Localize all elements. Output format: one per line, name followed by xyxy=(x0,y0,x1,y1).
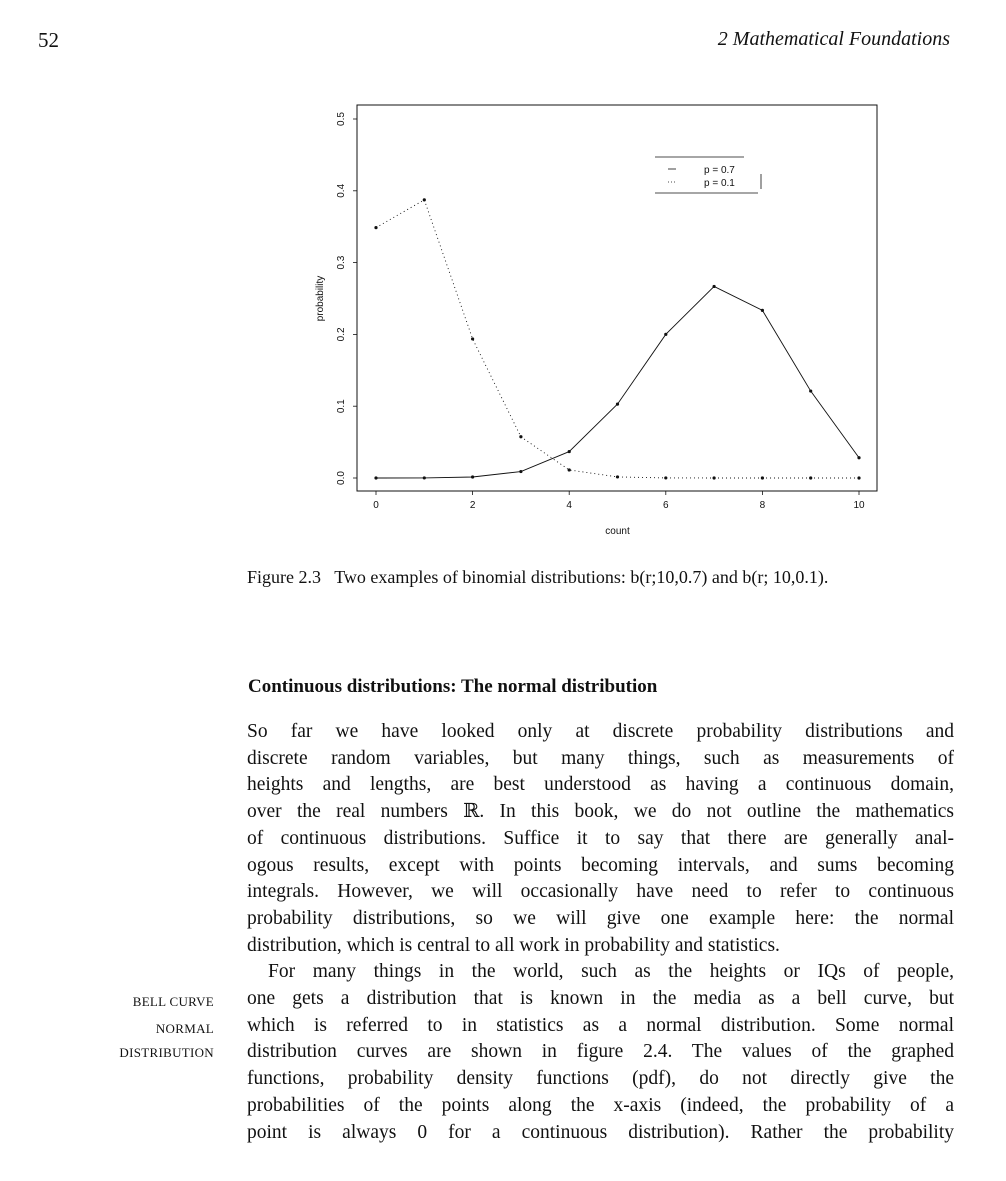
data-point xyxy=(615,402,620,406)
data-point xyxy=(857,456,861,460)
x-tick-label: 6 xyxy=(663,500,669,511)
para1-line: So far we have looked only at discrete p… xyxy=(247,721,954,742)
x-axis: 0 2 4 6 8 10 xyxy=(373,491,865,511)
legend-label-p01: p = 0.1 xyxy=(704,178,735,189)
x-tick-label: 8 xyxy=(760,500,766,511)
data-point xyxy=(712,284,716,289)
y-tick-label: 0.2 xyxy=(336,327,347,341)
figure-caption-label: Figure 2.3 xyxy=(247,567,321,587)
para1-line: probability distributions, so we will gi… xyxy=(247,907,954,929)
data-point xyxy=(374,476,378,480)
x-tick-label: 10 xyxy=(853,500,865,511)
data-point xyxy=(615,475,620,479)
figure-caption: Figure 2.3 Two examples of binomial dist… xyxy=(247,565,952,590)
para2-line: functions, probability density functions… xyxy=(247,1068,954,1090)
data-point xyxy=(857,476,861,480)
y-tick-label: 0.1 xyxy=(336,399,347,413)
para1-line: heights and lengths, are best understood… xyxy=(247,774,954,796)
y-tick-label: 0.4 xyxy=(336,183,347,197)
para2-line: point is always 0 for a continuous distr… xyxy=(247,1121,954,1143)
para1-line: discrete random variables, but many thin… xyxy=(247,747,954,769)
legend: p = 0.7 p = 0.1 xyxy=(655,156,762,194)
para2-line: For many things in the world, such as th… xyxy=(268,961,954,983)
data-point xyxy=(760,476,764,480)
running-head: 2 Mathematical Foundations xyxy=(717,28,950,50)
data-point xyxy=(519,469,523,474)
data-point xyxy=(422,198,426,202)
body-text: So far we have looked only at discrete p… xyxy=(247,719,954,1146)
y-axis: 0.0 0.1 0.2 0.3 0.4 0.5 xyxy=(336,112,357,485)
data-point xyxy=(760,308,764,312)
para2-line: distribution curves are shown in figure … xyxy=(247,1041,954,1063)
x-axis-label: count xyxy=(605,526,630,537)
data-point xyxy=(664,476,668,480)
plot-frame xyxy=(356,104,878,492)
chart-svg: 0 2 4 6 8 10 0.0 0.1 0.2 0.3 0.4 0.5 count probabi… xyxy=(315,104,878,537)
page-number: 52 xyxy=(38,28,59,52)
para2-line: which is referred to in statistics as a … xyxy=(247,1014,954,1036)
data-point xyxy=(664,332,668,336)
legend-label-p07: p = 0.7 xyxy=(704,165,735,176)
data-point xyxy=(567,449,571,454)
series-layer xyxy=(374,198,861,480)
data-point xyxy=(809,476,813,480)
para2-line: one gets a distribution that is known in… xyxy=(247,988,954,1010)
para1-line: over the real numbers ℝ. In this book, w… xyxy=(247,801,954,823)
section-title: Continuous distributions: The normal dis… xyxy=(248,676,658,697)
y-tick-label: 0.3 xyxy=(336,255,347,269)
data-point xyxy=(471,337,475,341)
figure-caption-text: Two examples of binomial distributions: … xyxy=(334,567,829,587)
data-point xyxy=(809,389,813,393)
x-tick-label: 4 xyxy=(566,500,572,511)
binomial-chart: 0 2 4 6 8 10 0.0 0.1 0.2 0.3 0.4 0.5 count probabi… xyxy=(300,98,900,548)
margin-note-distribution: DISTRIBUTION xyxy=(119,1045,214,1060)
series-line-p01 xyxy=(375,199,859,479)
para1-line: of continuous distributions. Suffice it … xyxy=(247,827,954,849)
data-point xyxy=(567,468,571,472)
data-point xyxy=(471,475,475,479)
data-point xyxy=(422,476,426,480)
x-tick-label: 0 xyxy=(373,500,379,511)
x-tick-label: 2 xyxy=(470,500,476,511)
y-axis-label: probability xyxy=(315,276,326,322)
series-line-p07 xyxy=(375,285,860,479)
y-tick-label: 0.5 xyxy=(336,112,347,126)
data-point xyxy=(712,476,716,480)
data-point xyxy=(374,226,378,230)
para2-line: probabilities of the points along the x-… xyxy=(247,1094,954,1116)
para1-line: ogous results, except with points becomi… xyxy=(247,854,954,876)
para1-line: integrals. However, we will occasionally… xyxy=(247,881,954,903)
margin-note-normal: NORMAL xyxy=(155,1021,214,1036)
margin-note-bell-curve: BELL CURVE xyxy=(132,994,214,1009)
y-tick-label: 0.0 xyxy=(336,471,347,485)
para1-line: distribution, which is central to all wo… xyxy=(247,934,780,956)
data-point xyxy=(519,435,523,439)
